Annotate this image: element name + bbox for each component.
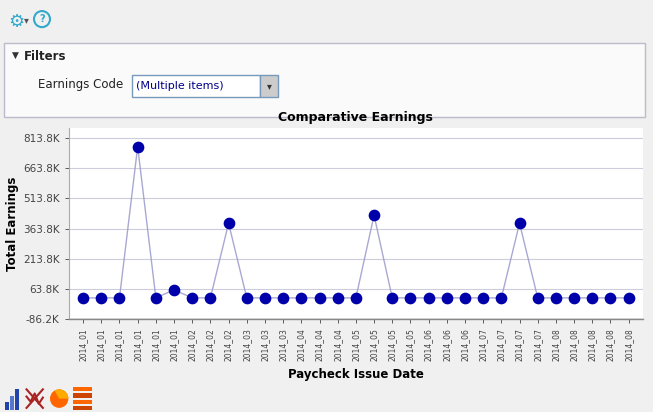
Point	[260, 295, 270, 301]
Bar	[15, 389, 20, 410]
Point	[515, 220, 525, 227]
Point	[223, 220, 234, 227]
Text: Paycheck Issue Date: Paycheck Issue Date	[288, 368, 424, 381]
Point	[133, 143, 143, 150]
Point	[351, 295, 361, 301]
Point	[478, 295, 488, 301]
FancyBboxPatch shape	[260, 75, 278, 97]
Point	[114, 295, 125, 301]
Point	[441, 295, 452, 301]
Bar	[10, 396, 14, 410]
Bar	[73, 400, 92, 404]
Text: (Multiple items): (Multiple items)	[136, 81, 223, 91]
Point	[169, 286, 180, 293]
Text: ▾: ▾	[266, 81, 272, 91]
Point	[387, 295, 398, 301]
Text: ?: ?	[39, 14, 45, 24]
Text: Filters: Filters	[24, 50, 67, 63]
Point	[569, 295, 579, 301]
Bar	[73, 393, 92, 398]
Point	[151, 295, 161, 301]
Text: ▼: ▼	[12, 51, 19, 60]
Text: ⚙: ⚙	[8, 13, 24, 31]
Point	[314, 295, 325, 301]
Point	[550, 295, 561, 301]
Point	[624, 295, 634, 301]
Point	[369, 212, 379, 218]
Point	[205, 295, 215, 301]
Point	[423, 295, 434, 301]
Point	[187, 295, 197, 301]
Point	[587, 295, 597, 301]
Point	[460, 295, 470, 301]
Point	[96, 295, 106, 301]
Point	[242, 295, 252, 301]
Point	[406, 295, 416, 301]
Circle shape	[50, 389, 69, 408]
Y-axis label: Total Earnings: Total Earnings	[6, 176, 19, 271]
Point	[496, 295, 507, 301]
Bar	[73, 406, 92, 410]
Point	[532, 295, 543, 301]
Bar	[5, 402, 9, 410]
Bar	[73, 387, 92, 391]
Point	[332, 295, 343, 301]
Point	[296, 295, 306, 301]
Point	[278, 295, 289, 301]
Text: ▾: ▾	[24, 15, 29, 25]
Point	[605, 295, 616, 301]
Wedge shape	[55, 389, 69, 399]
Title: Comparative Earnings: Comparative Earnings	[278, 111, 434, 124]
FancyBboxPatch shape	[4, 43, 645, 117]
Point	[78, 295, 88, 301]
FancyBboxPatch shape	[132, 75, 260, 97]
Text: Earnings Code: Earnings Code	[38, 78, 123, 91]
